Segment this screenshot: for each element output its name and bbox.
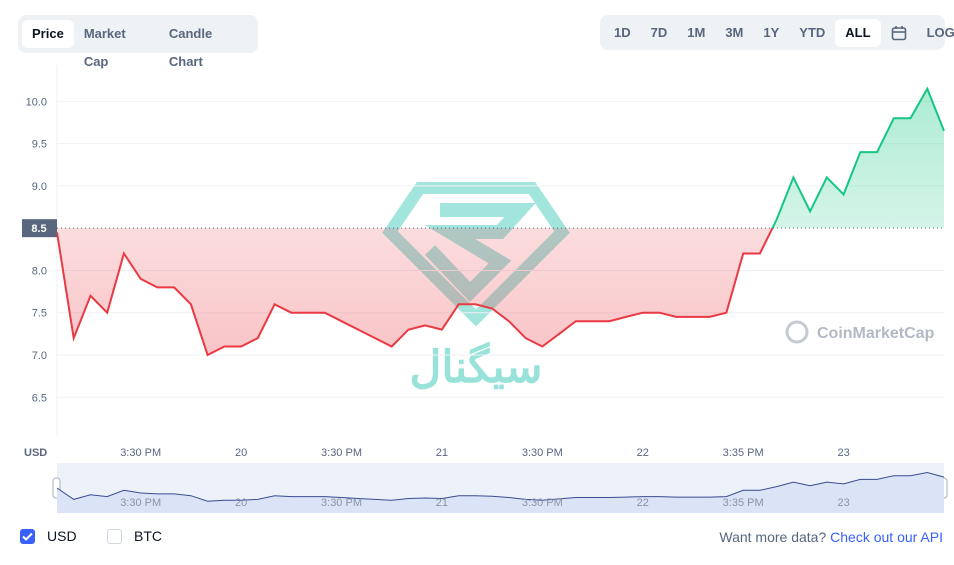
navigator-label: 22 <box>637 497 649 509</box>
reference-badge <box>22 219 57 238</box>
range-button[interactable]: 3M <box>725 24 744 40</box>
y-tick-label: 7.5 <box>32 308 47 320</box>
range-button[interactable]: YTD <box>799 24 826 40</box>
footer: Want more data? Check out our API <box>719 529 943 545</box>
x-tick-label: 21 <box>436 447 448 459</box>
check-icon <box>22 532 33 541</box>
tab-group: Price Market Cap Candle Chart <box>18 15 258 69</box>
x-tick-label: 20 <box>235 447 247 459</box>
logo-text: سیگنال <box>409 341 542 392</box>
price-line-above <box>771 86 945 229</box>
legend-label: USD <box>47 528 77 544</box>
tab[interactable]: Candle Chart <box>168 26 213 69</box>
tab[interactable]: Market Cap <box>83 26 126 69</box>
y-tick-label: 9.0 <box>32 181 47 193</box>
api-link[interactable]: Check out our API <box>830 529 943 545</box>
x-tick-label: 3:35 PM <box>723 447 764 459</box>
x-tick-label: 3:30 PM <box>321 447 362 459</box>
x-tick-label: 3:30 PM <box>522 447 563 459</box>
checkbox[interactable] <box>20 528 35 544</box>
cmc-logo <box>785 320 809 344</box>
navigator-label: 23 <box>837 497 849 509</box>
range-button[interactable]: ALL <box>835 18 881 47</box>
navigator-line <box>56 471 945 502</box>
x-tick-label: 22 <box>637 447 649 459</box>
y-tick-label: 9.5 <box>32 139 47 151</box>
legend-item[interactable]: USD <box>20 528 77 544</box>
y-tick-label: 7.0 <box>32 350 47 362</box>
y-tick-label: 8.0 <box>32 265 47 277</box>
calendar-button[interactable] <box>881 19 917 47</box>
reference-label: 8.5 <box>31 223 46 235</box>
legend-label: BTC <box>134 528 162 544</box>
calendar-icon <box>891 26 906 41</box>
y-tick-label: 6.5 <box>32 392 47 404</box>
range-button[interactable]: 1Y <box>763 24 780 40</box>
x-tick-label: 3:30 PM <box>120 447 161 459</box>
checkbox[interactable] <box>107 528 122 544</box>
area-below <box>57 228 944 355</box>
navigator-label: 3:30 PM <box>120 497 161 509</box>
tab[interactable]: Price <box>22 20 74 48</box>
price-line-below <box>56 228 774 357</box>
y-tick-label: 10.0 <box>26 96 47 108</box>
watermark: CoinMarketCap <box>817 325 935 342</box>
navigator-label: 3:30 PM <box>321 497 362 509</box>
range-button[interactable]: 1M <box>687 24 706 40</box>
navigator-label: 21 <box>436 497 448 509</box>
range-button[interactable]: 1D <box>614 24 631 40</box>
log-button[interactable]: LOG <box>926 24 954 40</box>
footer-prompt: Want more data? <box>719 529 827 545</box>
navigator-label: 20 <box>235 497 247 509</box>
navigator-label: 3:30 PM <box>522 497 563 509</box>
chart: سیگنال CoinMarketCap 6.5 7.0 7.5 8.0 9.0 9.5 1… <box>22 65 948 513</box>
range-group: 1D 7D 1M 3M 1Y YTD ALL LOG <box>600 15 954 50</box>
x-tick-label: 23 <box>837 447 849 459</box>
legend-item[interactable]: BTC <box>107 528 162 544</box>
navigator-label: 3:35 PM <box>723 497 764 509</box>
range-button[interactable]: 7D <box>650 24 668 40</box>
navigator-area <box>57 472 944 513</box>
y-unit: USD <box>24 447 47 459</box>
